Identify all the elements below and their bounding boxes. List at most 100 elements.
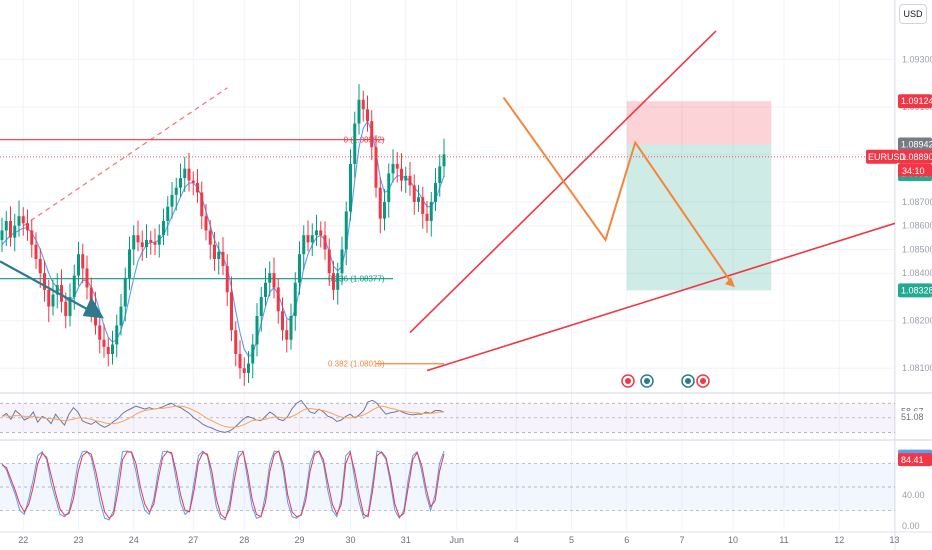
time-axis-tick: 11 xyxy=(779,535,788,545)
price-tag-bg xyxy=(898,149,932,164)
candle-body xyxy=(349,163,352,212)
price-tag-label: 1.09124 xyxy=(901,96,932,106)
candle-body xyxy=(412,185,416,202)
candle-body xyxy=(391,163,395,174)
candle-body xyxy=(289,315,293,340)
candle-body xyxy=(230,292,233,331)
candle-body xyxy=(183,168,187,179)
symbol-tag-bg xyxy=(866,149,898,164)
candle-body xyxy=(357,99,361,124)
candle-body xyxy=(276,287,280,312)
candle-body xyxy=(77,254,80,276)
candle-body xyxy=(319,230,323,236)
candle-body xyxy=(378,187,382,219)
candle-body xyxy=(417,197,420,202)
countdown-label: 34:10 xyxy=(902,166,925,176)
support-trendline xyxy=(426,222,896,372)
time-axis-tick: 4 xyxy=(514,535,519,545)
candle-body xyxy=(408,175,412,186)
candle-body xyxy=(119,306,123,326)
candle-body xyxy=(234,330,238,354)
candle-body xyxy=(225,266,229,293)
candle-body xyxy=(34,244,38,259)
price-axis-tick: 1.08700 xyxy=(902,197,932,207)
candle-body xyxy=(425,213,429,221)
price-axis-tick: 1.08400 xyxy=(902,268,932,278)
candle-body xyxy=(21,216,25,224)
candle-body xyxy=(361,99,365,110)
candle-body xyxy=(179,178,182,188)
candle-body xyxy=(272,273,276,288)
candle-body xyxy=(251,344,255,364)
candle-body xyxy=(55,285,59,295)
candle-body xyxy=(247,363,250,373)
candle-body xyxy=(264,282,267,297)
candle-body xyxy=(395,163,399,169)
candle-body xyxy=(298,254,301,283)
fib-level-label: 0.236 (1.08377) xyxy=(328,275,385,284)
candle-body xyxy=(43,273,46,290)
candle-body xyxy=(26,223,29,231)
rsi-tag-label: 51.08 xyxy=(901,412,924,422)
stoch-d-line xyxy=(1,450,445,520)
fib-level-label: 0.382 (1.08019) xyxy=(328,360,385,369)
candle-body xyxy=(0,230,4,240)
candle-body xyxy=(140,242,144,248)
candle-body xyxy=(217,251,221,259)
time-axis-tick: Jun xyxy=(449,535,464,545)
candle-body xyxy=(332,273,335,290)
currency-button[interactable]: USD xyxy=(899,4,927,24)
fib-level-label: 0 (1.08962) xyxy=(344,136,385,145)
candle-body xyxy=(170,194,174,207)
candle-body xyxy=(196,182,199,193)
time-axis-tick: 29 xyxy=(294,535,304,545)
candle-body xyxy=(153,242,157,245)
event-icon-dot xyxy=(685,378,691,384)
candle-body xyxy=(429,201,433,221)
candle-body xyxy=(315,230,318,236)
candle-body xyxy=(72,275,76,297)
stoch-k-line xyxy=(1,449,445,521)
event-icon-dot xyxy=(644,378,650,384)
time-axis-tick: 30 xyxy=(345,535,355,545)
candle-body xyxy=(336,273,340,290)
event-icon-dot xyxy=(700,378,706,384)
candle-body xyxy=(268,273,272,283)
time-axis-tick: 6 xyxy=(624,535,629,545)
candle-body xyxy=(166,206,170,221)
candle-body xyxy=(17,216,21,226)
candle-body xyxy=(157,235,161,245)
price-tag-bg xyxy=(898,94,932,109)
time-axis-tick: 5 xyxy=(569,535,574,545)
time-axis-tick: 24 xyxy=(129,535,139,545)
candle-body xyxy=(13,225,17,238)
stoch-tag-label: 84.41 xyxy=(901,455,924,465)
candle-body xyxy=(327,249,331,274)
position-target-zone xyxy=(626,144,772,291)
price-axis-tick: 1.08200 xyxy=(902,316,932,326)
candle-body xyxy=(285,330,289,340)
harmonic-pattern xyxy=(502,96,734,286)
candle-body xyxy=(111,344,114,354)
candle-body xyxy=(438,166,442,183)
candle-body xyxy=(238,353,242,369)
candle-body xyxy=(374,147,378,188)
candle-body xyxy=(115,325,119,345)
down-arrow-line xyxy=(0,260,101,317)
candle-body xyxy=(306,235,310,243)
time-axis-tick: 12 xyxy=(834,535,844,545)
price-axis-tick: 1.08100 xyxy=(902,363,932,373)
pattern-arrow-head xyxy=(725,277,735,288)
candle-body xyxy=(191,180,195,183)
stoch-axis-tick: 0.00 xyxy=(902,521,920,531)
time-axis-tick: 28 xyxy=(239,535,249,545)
rsi-line xyxy=(1,399,445,433)
time-axis-tick: 7 xyxy=(679,535,684,545)
candle-body xyxy=(98,325,102,340)
candle-body xyxy=(85,268,89,288)
candle-body xyxy=(47,289,51,307)
candle-body xyxy=(200,192,204,217)
candle-body xyxy=(259,296,263,316)
candle-body xyxy=(208,230,212,245)
